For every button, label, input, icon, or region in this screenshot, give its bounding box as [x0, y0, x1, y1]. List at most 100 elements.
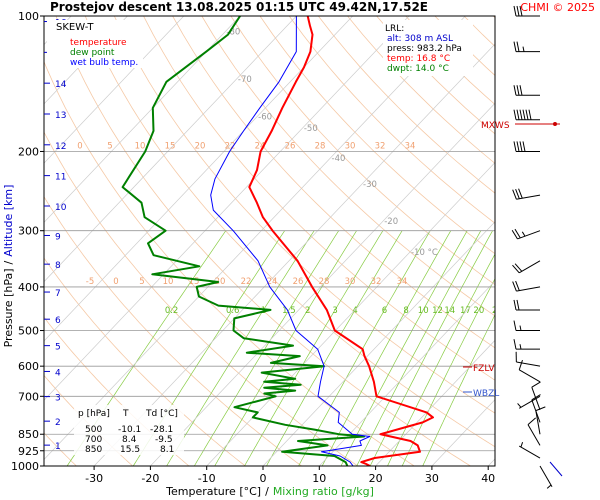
adiabat-label: 0 — [113, 277, 118, 287]
wind-barb-flag — [513, 299, 517, 311]
adiabat-label: 10 — [135, 141, 146, 151]
adiabat-label: -5 — [86, 277, 94, 287]
mixing-ratio-label: 2 — [305, 306, 310, 316]
isotherm-label: -50 — [304, 124, 318, 134]
dry-adiabat — [288, 16, 495, 224]
legend-temperature: temperature — [70, 38, 127, 48]
wind-barb-flag — [519, 5, 523, 17]
wind-barb — [513, 339, 540, 350]
wind-barb-flag — [516, 85, 520, 96]
mixing-ratio-line — [340, 230, 468, 466]
isotherm — [44, 16, 410, 401]
wind-barb-flag — [525, 109, 529, 120]
isotherm — [44, 16, 241, 223]
wind-barb-staff — [531, 387, 541, 410]
wind-barb-flag — [518, 188, 523, 199]
wind-barb-staff — [539, 465, 553, 488]
wind-barb — [513, 85, 540, 96]
series-line-wet-bulb-temp — [210, 16, 371, 466]
isotherm — [150, 102, 495, 466]
pressure-tick-label: 850 — [18, 428, 39, 441]
x-temp-label: Temperature [°C] — [165, 485, 261, 498]
x-sep: / — [265, 485, 269, 498]
altitude-tick-label: 9 — [55, 232, 61, 242]
adiabat-label: 15 — [189, 277, 200, 287]
wind-barb-staff — [518, 260, 541, 274]
wind-barb — [527, 417, 541, 446]
copyright: CHMI © 2025 — [520, 1, 595, 14]
pressure-tick-label: 925 — [18, 445, 39, 458]
wind-barb — [513, 299, 540, 311]
wind-barb-flag — [513, 141, 517, 152]
isotherms: -80-70-60-50-40-30-20-10 °C — [44, 16, 495, 466]
wind-barb — [512, 260, 541, 274]
wind-barb — [512, 188, 541, 200]
wind-barb-flag — [512, 264, 520, 274]
table-row-td: 8.1 — [160, 445, 174, 455]
mixing-ratio-line — [266, 230, 403, 466]
adiabat-label: 22 — [241, 277, 252, 287]
mxws-label: MXWS — [481, 121, 510, 131]
table-row-p: 700 — [85, 435, 102, 445]
pressure-tick-label: 1000 — [11, 460, 39, 473]
wbzl-label: WBZL — [473, 389, 499, 399]
wind-barb-flag — [512, 281, 517, 292]
y-sep: / — [2, 260, 15, 264]
mixing-ratio-label: 0.6 — [226, 306, 240, 316]
isotherm — [262, 221, 495, 466]
isotherm-label: -40 — [332, 154, 346, 164]
wind-barb — [535, 406, 546, 435]
mixing-ratio-label: 10 — [418, 306, 429, 316]
pressure-ticks: 100 200 300 400 500 600 700 850 925 1000 — [11, 10, 44, 473]
isotherm-label: -10 °C — [411, 248, 438, 258]
table-row-t: 15.5 — [120, 445, 140, 455]
altitude-tick-label: 5 — [55, 343, 61, 353]
x-mix-label: Mixing ratio [g/kg] — [273, 485, 374, 498]
adiabat-label: 34 — [405, 141, 416, 151]
mixing-ratio-label: 20 — [473, 306, 484, 316]
legend-wet-bulb: wet bulb temp. — [70, 58, 138, 68]
wind-barb-flag — [519, 141, 523, 152]
mixing-ratio-line — [244, 230, 384, 466]
adiabat-label: 20 — [195, 141, 206, 151]
altitude-tick-label: 4 — [55, 368, 61, 378]
temperature-tick-label: -10 — [198, 472, 216, 485]
table-row-t: -10.1 — [118, 425, 141, 435]
mixing-ratio-label: 0.2 — [165, 306, 179, 316]
wind-barb-staff — [527, 424, 541, 446]
adiabat-label: 32 — [375, 141, 386, 151]
dry-adiabat — [259, 16, 495, 255]
wind-barb-staff — [518, 395, 541, 409]
pressure-tick-label: 700 — [18, 390, 39, 403]
mxws-marker-dot — [553, 122, 557, 126]
dry-adiabat — [143, 16, 495, 381]
pressure-tick-label: 300 — [18, 225, 39, 238]
mixing-ratio-label: 25 — [492, 306, 503, 316]
wind-barb-staff — [518, 369, 541, 383]
table-background — [74, 405, 184, 455]
wind-barb-flag — [531, 381, 541, 388]
temperature-tick-label: -30 — [85, 472, 103, 485]
profile-series — [121, 16, 434, 466]
wind-barb-half — [521, 231, 526, 237]
surface-wind-mark — [549, 461, 563, 477]
wind-barb-staff — [517, 230, 541, 240]
wind-barb — [512, 280, 541, 292]
wind-barb — [518, 359, 541, 383]
adiabat-label: 30 — [345, 141, 356, 151]
wind-barb-staff — [516, 194, 541, 200]
mixing-ratio-label: 3 — [332, 306, 337, 316]
wind-barb-flag — [513, 109, 517, 120]
isotherm-label: -20 — [384, 217, 398, 227]
dry-adiabat — [172, 16, 495, 349]
isotherm — [44, 16, 353, 342]
legend-title: SKEW-T — [56, 22, 94, 33]
table-header-td: Td [°C] — [145, 409, 178, 419]
wind-barb-flag — [531, 394, 541, 401]
adiabat-label: 26 — [293, 277, 304, 287]
lrl-alt: alt: 308 m ASL — [387, 34, 453, 44]
isotherm-label: -80 — [226, 28, 240, 38]
x-axis-title: Temperature [°C] / Mixing ratio [g/kg] — [165, 485, 374, 498]
mixing-ratio-label: 14 — [444, 306, 455, 316]
altitude-tick-label: 1 — [55, 442, 61, 452]
